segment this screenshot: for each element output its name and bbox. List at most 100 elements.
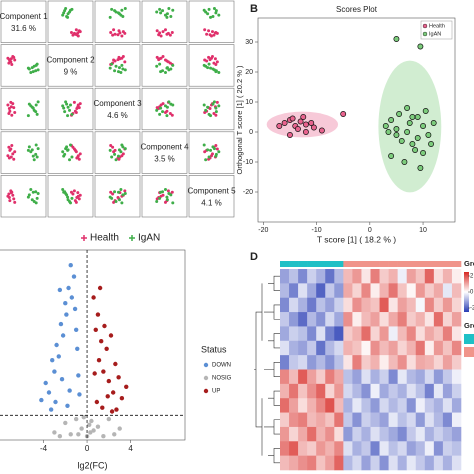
group-annotation: [334, 261, 344, 267]
legend-label: Health: [90, 233, 119, 244]
heatmap-cell: [406, 297, 417, 313]
matrix-cell: [0, 0, 47, 43]
heatmap-cell: [433, 340, 444, 356]
heatmap-cell: [415, 441, 426, 456]
point: [34, 143, 38, 147]
heatmap-cell: [307, 269, 317, 284]
group-legend-swatch: [464, 334, 474, 344]
point: [113, 32, 117, 36]
point: [159, 190, 163, 194]
legend-marker: [129, 235, 135, 241]
heatmap-cell: [451, 312, 462, 327]
heatmap-cell: [415, 283, 426, 299]
point: [168, 111, 172, 115]
point: [159, 103, 163, 107]
heatmap-cell: [325, 441, 335, 456]
heatmap-cell: [325, 455, 335, 471]
point: [124, 384, 129, 389]
matrix-cell: [0, 131, 47, 174]
heatmap-cell: [442, 412, 453, 428]
point: [396, 111, 403, 117]
point: [116, 70, 120, 74]
point: [109, 30, 113, 34]
heatmap-cell: [307, 441, 317, 456]
heatmap-cell: [415, 426, 426, 442]
heatmap-cell: [361, 326, 371, 342]
heatmap-cell: [388, 369, 398, 385]
x-tick-label: 0: [368, 227, 372, 234]
point: [120, 143, 124, 147]
point: [57, 287, 63, 293]
heatmap-cell: [361, 369, 371, 385]
point: [207, 155, 211, 159]
heatmap-cell: [307, 426, 317, 442]
point: [209, 114, 213, 118]
heatmap-cell: [316, 398, 326, 413]
point: [207, 29, 211, 33]
point: [95, 424, 101, 429]
point: [12, 106, 16, 110]
point: [202, 103, 206, 107]
y-tick-label: 10: [245, 99, 253, 106]
heatmap-cell: [298, 326, 308, 342]
heatmap-cell: [424, 269, 435, 284]
legend-label: DOWN: [212, 363, 231, 369]
point: [64, 147, 68, 151]
point: [214, 11, 218, 15]
heatmap-cell: [397, 355, 407, 370]
point: [26, 148, 30, 152]
point: [75, 346, 80, 351]
point: [30, 198, 34, 202]
point: [155, 29, 159, 33]
point: [77, 197, 81, 201]
heatmap-cell: [316, 412, 326, 428]
heatmap-cell: [352, 283, 362, 299]
point: [217, 150, 221, 154]
heatmap-cell: [343, 312, 353, 327]
heatmap-cell: [406, 426, 417, 442]
heatmap-cell: [406, 269, 417, 284]
point: [430, 120, 437, 126]
legend-marker: [422, 31, 428, 37]
heatmap-cell: [433, 455, 444, 471]
point: [208, 107, 212, 111]
heatmap-cell: [280, 383, 290, 399]
point: [117, 29, 121, 33]
point: [7, 145, 11, 149]
heatmap-cell: [352, 355, 362, 370]
heatmap-cell: [316, 340, 326, 356]
point: [207, 55, 211, 59]
point: [6, 154, 10, 158]
point: [61, 188, 65, 192]
heatmap-cell: [325, 383, 335, 399]
heatmap-cell: [298, 312, 308, 327]
group-annotation: [415, 261, 426, 267]
heatmap-cell: [334, 355, 344, 370]
heatmap-cell: [442, 369, 453, 385]
point: [65, 403, 70, 408]
point: [161, 55, 165, 58]
point: [114, 64, 118, 68]
point: [10, 143, 14, 147]
y-tick-label: -20: [243, 189, 253, 196]
point: [120, 63, 124, 67]
point: [70, 155, 74, 159]
heatmap-cell: [280, 369, 290, 385]
point: [212, 6, 216, 10]
heatmap-cell: [289, 369, 299, 385]
point: [70, 112, 74, 116]
heatmap-cell: [433, 355, 444, 370]
heatmap-cell: [325, 269, 335, 284]
point: [163, 28, 167, 32]
heatmap-cell: [424, 312, 435, 327]
heatmap-cell: [280, 283, 290, 299]
group-annotation: [442, 261, 453, 267]
heatmap-cell: [289, 269, 299, 284]
heatmap-cell: [334, 398, 344, 413]
point: [52, 430, 57, 435]
point: [157, 58, 161, 62]
matrix-cell: [47, 175, 94, 218]
point: [393, 36, 400, 42]
point: [34, 152, 38, 156]
point: [170, 113, 174, 117]
